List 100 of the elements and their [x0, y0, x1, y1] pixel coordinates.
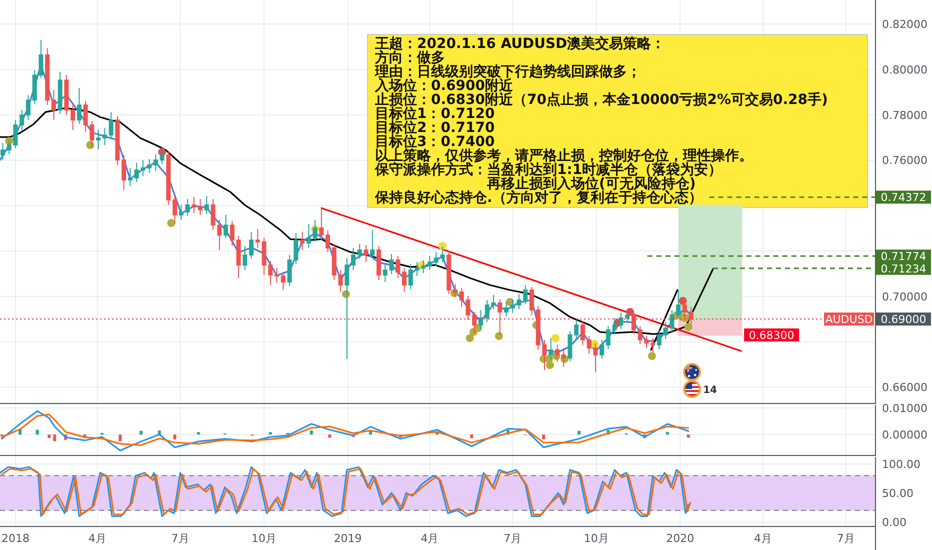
x-tick-label: 4月 — [754, 532, 772, 545]
x-tick-label: 10月 — [252, 532, 277, 545]
point — [494, 332, 503, 340]
x-tick-label: 2018 — [1, 532, 30, 545]
annotation: 目标位1：0.7120 — [375, 106, 495, 122]
candlestick — [688, 306, 694, 325]
annotation: 14 — [703, 385, 718, 396]
data-label: 0.74372 — [880, 191, 926, 204]
candlestick — [650, 338, 656, 352]
annotation: 目标位2：0.7170 — [375, 120, 496, 136]
candlestick — [153, 154, 158, 172]
data-label: 0.71234 — [880, 262, 926, 276]
candlestick — [204, 196, 209, 214]
candlestick — [249, 231, 254, 260]
y-tick-label: 0.01000 — [882, 402, 928, 415]
candlestick — [364, 244, 368, 263]
candlestick — [242, 245, 248, 271]
x-tick-label: 2020 — [666, 532, 694, 545]
candlestick — [306, 223, 311, 249]
y-tick-label: 0.00 — [882, 516, 906, 529]
point — [466, 334, 474, 342]
point — [648, 352, 656, 360]
candlestick — [102, 127, 107, 146]
candlestick — [20, 110, 24, 131]
candlestick — [224, 214, 228, 239]
candlestick — [185, 198, 190, 217]
candlestick — [548, 338, 554, 361]
candlestick — [656, 329, 662, 350]
x-tick-label: 4月 — [88, 532, 106, 545]
candlestick — [0, 142, 5, 160]
candlestick — [428, 255, 432, 271]
candlestick — [26, 94, 30, 121]
candlestick — [70, 103, 76, 131]
x-tick-label: 7月 — [836, 532, 855, 545]
candlestick — [300, 231, 305, 251]
candlestick — [574, 319, 579, 340]
candlestick — [280, 272, 286, 290]
candlestick — [523, 284, 528, 305]
candlestick — [236, 235, 241, 278]
candlestick — [326, 230, 330, 253]
x-tick-label: 10月 — [584, 532, 609, 545]
y-tick-label: 0.70000 — [882, 290, 928, 304]
candlestick — [408, 263, 413, 290]
candlestick — [332, 243, 336, 281]
candlestick — [198, 198, 203, 216]
candlestick — [389, 253, 394, 275]
candlestick — [58, 71, 62, 114]
candlestick — [382, 263, 388, 283]
candlestick — [396, 255, 400, 278]
candlestick — [568, 330, 572, 362]
y-tick-label: 0.82000 — [882, 18, 928, 32]
candlestick — [255, 228, 260, 249]
candlestick — [376, 245, 382, 281]
candlestick — [676, 289, 681, 318]
y-tick-label: 50.00 — [882, 487, 914, 500]
candlestick — [357, 243, 362, 260]
candlestick — [192, 196, 196, 214]
candlestick — [402, 267, 407, 293]
candlestick — [96, 130, 101, 150]
line-series — [1, 410, 690, 452]
y-tick-label: 0.66000 — [882, 381, 928, 394]
point — [546, 361, 554, 370]
y-tick-label: 0.00000 — [882, 428, 928, 442]
candlestick — [319, 208, 324, 241]
x-tick-label: 7月 — [171, 532, 190, 545]
candlestick — [580, 320, 585, 346]
candlestick — [351, 248, 356, 271]
candlestick — [446, 250, 452, 295]
candlestick — [338, 270, 343, 293]
y-tick-label: 100.00 — [882, 458, 920, 472]
candlestick — [370, 230, 375, 258]
y-tick-label: 0.78000 — [882, 108, 928, 122]
point — [684, 322, 692, 331]
candlestick — [504, 302, 508, 317]
candlestick — [45, 48, 50, 106]
candlestick — [122, 154, 126, 190]
candlestick — [64, 74, 69, 116]
candlestick — [108, 112, 114, 140]
candlestick — [172, 196, 178, 224]
candlestick — [625, 308, 630, 322]
candlestick — [178, 204, 184, 220]
x-tick-label: 7月 — [504, 532, 522, 545]
candlestick — [478, 309, 483, 330]
point — [551, 334, 560, 342]
candlestick — [230, 220, 234, 246]
candlestick — [147, 158, 152, 174]
candlestick — [606, 326, 610, 350]
data-label: 0.68300 — [748, 328, 794, 342]
candlestick — [76, 88, 82, 124]
y-tick-label: 0.80000 — [882, 63, 928, 76]
candlestick — [600, 339, 604, 360]
point — [167, 219, 176, 228]
ref-line-label: 0.69000 — [880, 313, 926, 326]
annotation: 保持良好心态持仓.（方向对了，复利在于持仓心态） — [375, 190, 704, 206]
candlestick — [51, 90, 56, 121]
x-tick-label: 4月 — [420, 532, 439, 545]
candlestick — [434, 252, 438, 266]
point — [438, 242, 447, 250]
line-series — [1, 414, 690, 446]
text: AUDUSD — [825, 313, 873, 326]
